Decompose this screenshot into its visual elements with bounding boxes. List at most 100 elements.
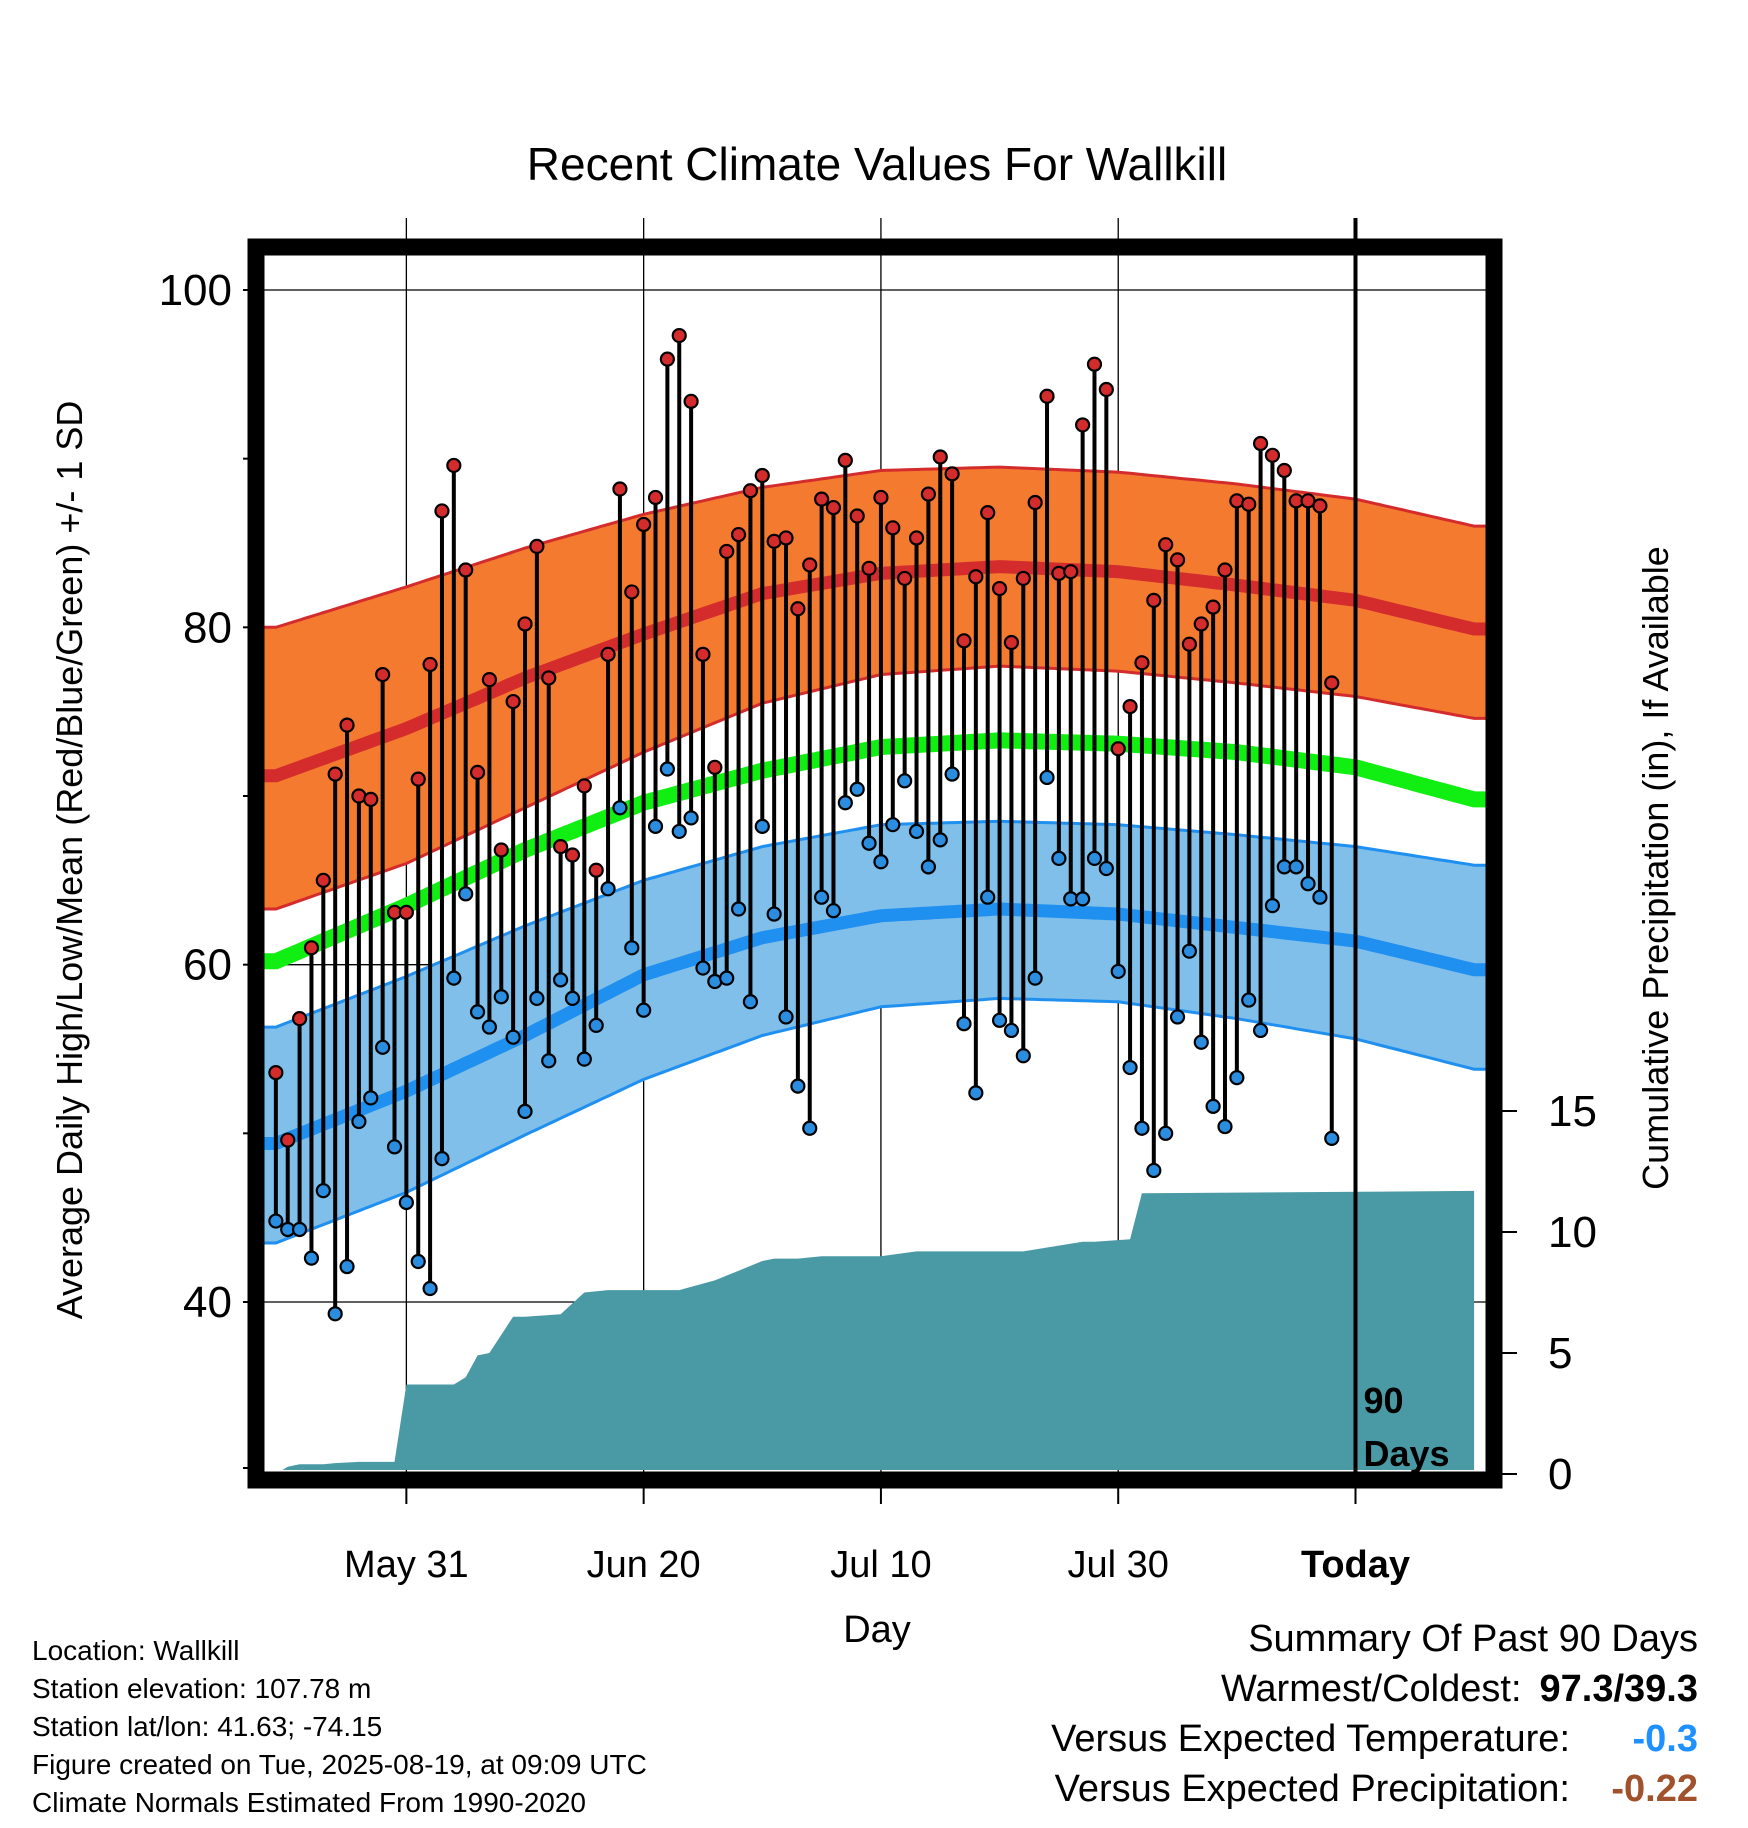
- low-point: [493, 989, 509, 1005]
- low-point: [1217, 1118, 1233, 1135]
- low-point: [778, 1009, 794, 1025]
- high-point: [553, 838, 569, 855]
- high-point: [434, 503, 450, 519]
- low-point: [837, 795, 853, 811]
- y-tick-label: 40: [183, 1278, 232, 1327]
- low-point: [458, 886, 474, 902]
- low-point: [612, 800, 628, 816]
- low-point: [802, 1120, 818, 1136]
- high-point: [695, 646, 711, 662]
- high-point: [291, 1011, 308, 1027]
- high-point: [861, 560, 877, 576]
- precip-value: -0.22: [1611, 1768, 1698, 1810]
- summary-title: Summary Of Past 90 Days: [1248, 1618, 1698, 1660]
- high-point: [778, 530, 794, 546]
- high-point: [1276, 462, 1292, 479]
- low-point: [861, 835, 877, 851]
- low-point: [553, 972, 569, 988]
- high-point: [968, 569, 984, 585]
- high-point: [1181, 636, 1197, 652]
- temp-label: Versus Expected Temperature:: [1051, 1718, 1570, 1760]
- low-point: [351, 1113, 367, 1130]
- low-point: [825, 903, 842, 919]
- low-point: [1264, 898, 1281, 914]
- low-point: [636, 1002, 652, 1018]
- high-point: [742, 483, 759, 499]
- summary-temp: Versus Expected Temperature: -0.3: [1051, 1718, 1698, 1761]
- high-point: [363, 791, 379, 807]
- low-point: [339, 1258, 355, 1275]
- high-point: [707, 759, 723, 775]
- high-point: [1039, 388, 1055, 404]
- high-point: [1122, 699, 1138, 715]
- high-point: [339, 717, 355, 733]
- x-tick-label: Jun 20: [587, 1544, 701, 1586]
- high-point: [446, 457, 462, 474]
- low-point: [1241, 992, 1257, 1008]
- low-point: [327, 1306, 343, 1322]
- high-point: [1027, 494, 1043, 511]
- low-point: [991, 1012, 1008, 1028]
- high-point: [1146, 592, 1162, 608]
- chart-title: Recent Climate Values For Wallkill: [527, 138, 1227, 190]
- low-point: [1300, 876, 1316, 892]
- high-point: [268, 1065, 284, 1081]
- high-point: [1075, 417, 1091, 433]
- high-point: [280, 1132, 296, 1148]
- high-point: [754, 467, 770, 484]
- precip-area: [282, 1190, 1475, 1470]
- location-text: Location: Wallkill: [32, 1635, 240, 1666]
- low-point: [1193, 1034, 1209, 1050]
- high-point: [1264, 447, 1281, 463]
- low-point: [944, 766, 960, 782]
- low-point: [790, 1078, 806, 1094]
- low-point: [814, 889, 830, 905]
- x-tick-label: Jul 30: [1068, 1544, 1169, 1586]
- high-point: [647, 489, 664, 506]
- low-point: [766, 906, 782, 922]
- latlon-text: Station lat/lon: 41.63; -74.15: [32, 1711, 383, 1742]
- low-point: [422, 1280, 438, 1297]
- high-point: [600, 646, 616, 662]
- high-point: [303, 940, 320, 956]
- high-point: [1324, 675, 1340, 691]
- high-point: [1086, 356, 1103, 372]
- high-point: [920, 486, 936, 502]
- high-point: [1134, 655, 1150, 671]
- low-point: [897, 773, 913, 789]
- high-point: [897, 570, 913, 587]
- high-point: [1241, 496, 1257, 512]
- high-point: [327, 766, 343, 782]
- high-point: [529, 538, 545, 554]
- high-point: [493, 842, 509, 858]
- low-point: [291, 1221, 308, 1238]
- low-point: [1158, 1125, 1174, 1141]
- low-point: [434, 1151, 450, 1167]
- high-point: [612, 481, 628, 497]
- low-point: [564, 990, 581, 1007]
- low-point: [505, 1029, 521, 1045]
- low-point: [541, 1053, 557, 1069]
- y2-tick-label: 15: [1548, 1087, 1597, 1136]
- low-point: [529, 990, 545, 1007]
- low-sd-band-lower-edge: [264, 996, 1486, 1245]
- high-point: [398, 904, 414, 920]
- high-point: [1217, 562, 1233, 578]
- y-tick-label: 100: [159, 266, 232, 315]
- high-point: [624, 584, 640, 600]
- plot-frame: [247, 238, 1503, 1489]
- high-point: [991, 580, 1008, 597]
- high-point: [1003, 634, 1020, 651]
- normal-low-line: [264, 902, 1486, 1150]
- low-point: [1146, 1162, 1162, 1179]
- high-point: [1098, 381, 1114, 398]
- temp-value: -0.3: [1632, 1718, 1698, 1760]
- low-point: [730, 901, 747, 917]
- low-point: [1075, 891, 1091, 907]
- high-point: [659, 351, 675, 367]
- elevation-text: Station elevation: 107.78 m: [32, 1673, 372, 1704]
- low-point: [1169, 1009, 1186, 1025]
- y-tick-label: 80: [183, 603, 232, 652]
- low-point: [1122, 1059, 1138, 1076]
